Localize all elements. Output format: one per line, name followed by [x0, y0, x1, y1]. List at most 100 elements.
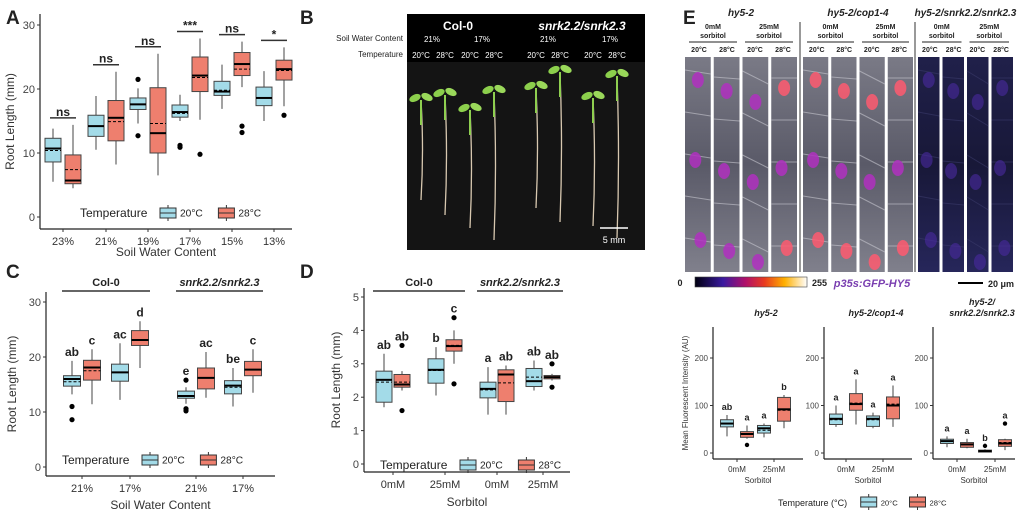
- legend-key-20c: [141, 452, 159, 468]
- temp-label: 28°C: [836, 46, 852, 54]
- y-tick-label: 1: [353, 425, 359, 437]
- box-20c: [213, 64, 231, 109]
- nucleus-signal: [780, 240, 793, 256]
- x-tick-label: 25mM: [984, 465, 1007, 474]
- microscopy-strip: [859, 57, 885, 272]
- legend-key-20c: [159, 205, 177, 221]
- significance-label: ns: [99, 52, 113, 66]
- nucleus-signal: [718, 163, 731, 179]
- scale-bar-label: 20 μm: [988, 279, 1014, 289]
- x-tick-label: 19%: [137, 236, 159, 248]
- x-tick-label: 23%: [52, 236, 74, 248]
- nucleus-signal: [971, 94, 984, 110]
- y-tick-label: 5: [353, 292, 359, 304]
- significance-letter: a: [890, 373, 896, 383]
- box-20c: [224, 368, 242, 407]
- panel-label-c: C: [6, 262, 20, 283]
- box-28c: [64, 124, 82, 189]
- seedling: [409, 92, 433, 201]
- significance-letter: b: [982, 433, 988, 443]
- x-tick-label: 0mM: [948, 465, 966, 474]
- chart-e2: 0 100 200 0mM 25mM Sorbitol hy5-2/cop1-4 a a a a: [806, 308, 912, 485]
- iqr-box: [255, 86, 273, 107]
- y-tick-label: 0: [704, 449, 709, 458]
- x-tick-label: 21%: [71, 483, 93, 495]
- significance-letter: a: [853, 366, 859, 376]
- y-tick-label: 0: [29, 212, 35, 224]
- box-28c: [191, 38, 209, 157]
- x-axis-label: Sorbitol: [854, 476, 881, 485]
- significance-letter: ab: [65, 345, 79, 359]
- outlier-point: [69, 403, 75, 410]
- subplot-title: snrk2.2/snrk2.3: [949, 308, 1015, 318]
- x-tick-label: 13%: [263, 236, 285, 248]
- y-tick-label: 200: [806, 354, 820, 363]
- treatment-label: 25mM: [759, 24, 779, 31]
- temp-label: 20°C: [747, 46, 763, 54]
- colorbar-min: 0: [677, 278, 682, 288]
- temp-value: 28°C: [551, 51, 569, 60]
- iqr-box: [83, 359, 101, 381]
- outlier-point: [399, 342, 405, 349]
- nucleus-signal: [896, 240, 909, 256]
- nucleus-signal: [994, 160, 1007, 176]
- chart-e3: 0 100 200 0mM 25mM Sorbitol hy5-2/snrk2.2/snrk…: [915, 297, 1015, 485]
- y-tick-label: 2: [353, 392, 359, 404]
- outlier-point: [239, 123, 245, 129]
- temp-label: 20°C: [691, 46, 707, 54]
- group-label: Col-0: [405, 277, 433, 289]
- significance-letter: a: [833, 393, 839, 403]
- legend-label: 28°C: [930, 499, 948, 508]
- box-28c: [445, 315, 463, 387]
- box-20c: [978, 443, 992, 453]
- microscopy-strip: [967, 57, 989, 272]
- significance-letter: a: [944, 423, 950, 433]
- box-28c: [886, 385, 900, 427]
- y-tick-label: 20: [29, 352, 41, 364]
- significance-letter: a: [1002, 411, 1008, 421]
- outlier-point: [239, 129, 245, 136]
- box-20c: [111, 343, 129, 400]
- y-axis-label: Root Length (mm): [5, 336, 19, 433]
- temp-label: 20°C: [922, 46, 938, 54]
- box-28c: [233, 41, 251, 136]
- iqr-box: [866, 415, 880, 427]
- nucleus-signal: [924, 232, 937, 248]
- y-tick-label: 20: [23, 84, 35, 96]
- microscopy-strip: [742, 57, 769, 272]
- temp-label: 20°C: [970, 46, 986, 54]
- scale-bar-label: 5 mm: [603, 235, 626, 245]
- box-20c: [940, 436, 954, 448]
- x-tick-label: 0mM: [381, 479, 405, 491]
- box-20c: [375, 353, 393, 408]
- y-tick-label: 0: [815, 449, 820, 458]
- y-tick-label: 200: [915, 354, 929, 363]
- y-tick-label: 30: [29, 297, 41, 309]
- significance-letter: d: [136, 305, 143, 319]
- significance-letter: c: [451, 302, 458, 316]
- treatment-label: sorbitol: [700, 33, 726, 40]
- significance-letter: ac: [113, 327, 127, 341]
- x-tick-label: 17%: [119, 483, 141, 495]
- x-axis-label: Sorbitol: [744, 476, 771, 485]
- significance-letter: b: [432, 331, 439, 345]
- significance-letter: ab: [499, 349, 513, 363]
- significance-letter: ab: [545, 348, 559, 362]
- significance-letter: a: [485, 351, 492, 365]
- nucleus-signal: [723, 243, 736, 259]
- box-28c: [849, 379, 863, 425]
- temp-value: 20°C: [584, 51, 602, 60]
- panel-label-a: A: [6, 8, 20, 29]
- outlier-point: [135, 133, 141, 139]
- legend-label: 28°C: [538, 461, 561, 472]
- temp-label: 28°C: [719, 46, 735, 54]
- nucleus-signal: [809, 72, 822, 88]
- outlier-point: [549, 384, 555, 390]
- legend-title: Temperature: [380, 458, 448, 472]
- outlier-point: [183, 377, 189, 383]
- temp-value: 28°C: [436, 51, 454, 60]
- nucleus-signal: [998, 240, 1011, 256]
- iqr-box: [886, 396, 900, 420]
- treatment-label: sorbitol: [929, 33, 955, 40]
- legend-key-20c: [860, 494, 878, 510]
